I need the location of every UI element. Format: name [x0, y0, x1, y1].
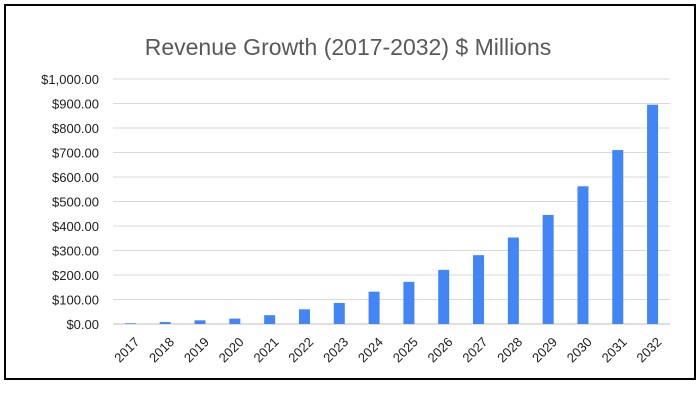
- y-tick-label: $100.00: [52, 293, 99, 308]
- gridlines: [113, 78, 670, 325]
- x-tick-label: 2027: [459, 334, 490, 365]
- bar-2029: [542, 214, 554, 324]
- y-axis-tick-labels: $0.00 $100.00 $200.00 $300.00 $400.00 $500.00…: [41, 72, 99, 332]
- x-tick-label: 2017: [111, 334, 142, 365]
- y-tick-label: $900.00: [52, 97, 99, 112]
- x-tick-label: 2028: [494, 334, 525, 365]
- y-tick-label: $400.00: [52, 219, 99, 234]
- x-tick-label: 2032: [633, 334, 664, 365]
- x-tick-label: 2024: [355, 334, 386, 365]
- bar-2021: [264, 315, 276, 324]
- x-tick-label: 2021: [251, 334, 282, 365]
- bar-2024: [368, 291, 380, 324]
- bar-2027: [473, 255, 485, 324]
- x-tick-label: 2018: [146, 334, 177, 365]
- bar-2025: [403, 281, 415, 324]
- y-tick-label: $700.00: [52, 146, 99, 161]
- y-tick-label: $300.00: [52, 244, 99, 259]
- x-tick-label: 2029: [529, 334, 560, 365]
- x-axis-tick-labels: 2017 2018 2019 2020 2021 2022 2023 2024 2025 2026…: [111, 334, 664, 365]
- bar-2028: [507, 237, 519, 324]
- chart-title: Revenue Growth (2017-2032) $ Millions: [145, 34, 552, 60]
- x-tick-label: 2022: [285, 334, 316, 365]
- y-tick-label: $800.00: [52, 121, 99, 136]
- x-tick-label: 2031: [599, 334, 630, 365]
- bar-2030: [577, 186, 589, 324]
- y-tick-label: $0.00: [66, 317, 99, 332]
- y-tick-label: $500.00: [52, 195, 99, 210]
- bar-2032: [647, 104, 659, 324]
- bar-2017: [124, 323, 136, 324]
- bar-2018: [159, 322, 171, 324]
- x-tick-label: 2030: [564, 334, 595, 365]
- x-tick-label: 2025: [390, 334, 421, 365]
- bar-2020: [229, 318, 241, 324]
- bar-2022: [298, 309, 310, 324]
- x-tick-label: 2019: [181, 334, 212, 365]
- y-tick-label: $600.00: [52, 170, 99, 185]
- bar-2031: [612, 150, 624, 324]
- bars: [124, 104, 659, 324]
- x-tick-label: 2023: [320, 334, 351, 365]
- bar-2023: [333, 302, 345, 324]
- y-tick-label: $1,000.00: [41, 72, 99, 87]
- bar-2026: [438, 269, 450, 324]
- x-tick-label: 2020: [216, 334, 247, 365]
- bar-2019: [194, 320, 206, 324]
- x-tick-label: 2026: [425, 334, 456, 365]
- y-tick-label: $200.00: [52, 268, 99, 283]
